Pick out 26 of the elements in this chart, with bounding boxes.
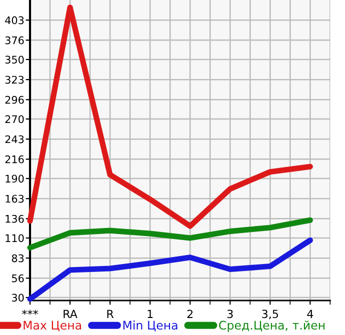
- y-tick-label: 403: [5, 16, 24, 24]
- x-tick-label: 3,5: [262, 310, 278, 320]
- x-tick-label: ***: [22, 310, 38, 315]
- legend-label: Min Цена: [123, 320, 178, 332]
- y-tick-label: 243: [5, 135, 24, 144]
- y-tick-label: 296: [5, 96, 24, 104]
- y-tick-label: 30: [12, 294, 24, 302]
- y-tick-label: 83: [12, 254, 24, 262]
- x-tick-label: R: [107, 310, 114, 318]
- y-tick-label: 136: [6, 214, 24, 223]
- legend-label: Max Цена: [24, 320, 82, 332]
- y-tick-label: 110: [6, 234, 24, 242]
- y-tick-label: 190: [6, 174, 24, 183]
- x-tick-label: 4: [307, 310, 314, 318]
- y-tick-label: 323: [5, 76, 24, 84]
- y-tick-label: 376: [5, 36, 24, 44]
- x-tick-label: 2: [187, 310, 193, 318]
- y-tick-label: 163: [6, 194, 24, 203]
- legend-label: Сред.Цена, т.йен: [219, 320, 324, 332]
- x-tick-label: RA: [64, 310, 78, 318]
- y-tick-label: 270: [5, 115, 24, 124]
- x-tick-label: 3: [227, 310, 233, 318]
- x-tick-label: 1: [148, 310, 153, 318]
- y-tick-label: 56: [12, 274, 24, 282]
- y-tick-label: 216: [5, 155, 24, 164]
- y-tick-label: 350: [5, 56, 24, 64]
